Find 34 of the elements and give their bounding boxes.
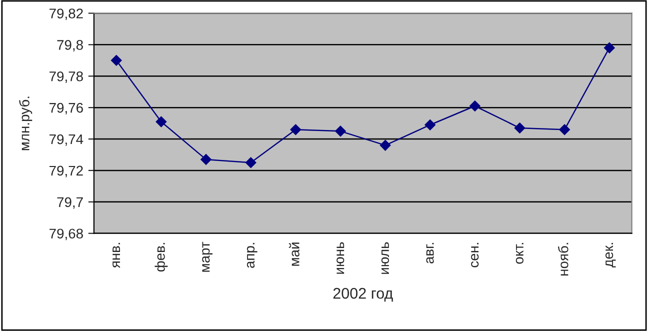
point (424, 119, 436, 130)
x-tick-label: сен. (471, 242, 479, 268)
point (380, 140, 391, 151)
y-tick-label: 79,82 (50, 8, 83, 20)
x-tick-label: фев. (154, 242, 168, 272)
point (335, 126, 346, 137)
point (604, 42, 615, 54)
point (559, 124, 570, 136)
point (156, 116, 167, 128)
y-tick-label: 79,74 (50, 134, 84, 146)
x-tick-label: нояб. (558, 242, 568, 276)
x-tick-label: авг. (426, 242, 434, 264)
x-tick-label: апр. (246, 242, 258, 268)
y-tick-label: 79,8 (57, 40, 83, 52)
point (245, 157, 256, 168)
point (514, 122, 526, 134)
x-tick-label: июль (381, 242, 390, 274)
point (470, 100, 480, 112)
x-tick-label: март (202, 242, 212, 272)
y-tick-label: 79,7 (57, 197, 83, 209)
y-tick-label: 79,76 (50, 102, 83, 114)
x-tick-label: янв. (112, 242, 120, 268)
point (290, 124, 302, 136)
x-tick-label: окт. (516, 242, 524, 264)
point (200, 154, 212, 165)
x-tick-label: июнь (336, 242, 344, 274)
y-tick-label: 79,72 (50, 166, 83, 178)
y-tick-label: 79,68 (50, 228, 83, 240)
x-axis-title: 2002 год (333, 288, 393, 302)
x-tick-label: дек. (606, 242, 616, 268)
x-tick-label: май (288, 242, 300, 266)
y-tick-label: 79,78 (50, 71, 83, 83)
point (110, 54, 122, 66)
y-axis-title: млн.руб. (19, 96, 32, 150)
